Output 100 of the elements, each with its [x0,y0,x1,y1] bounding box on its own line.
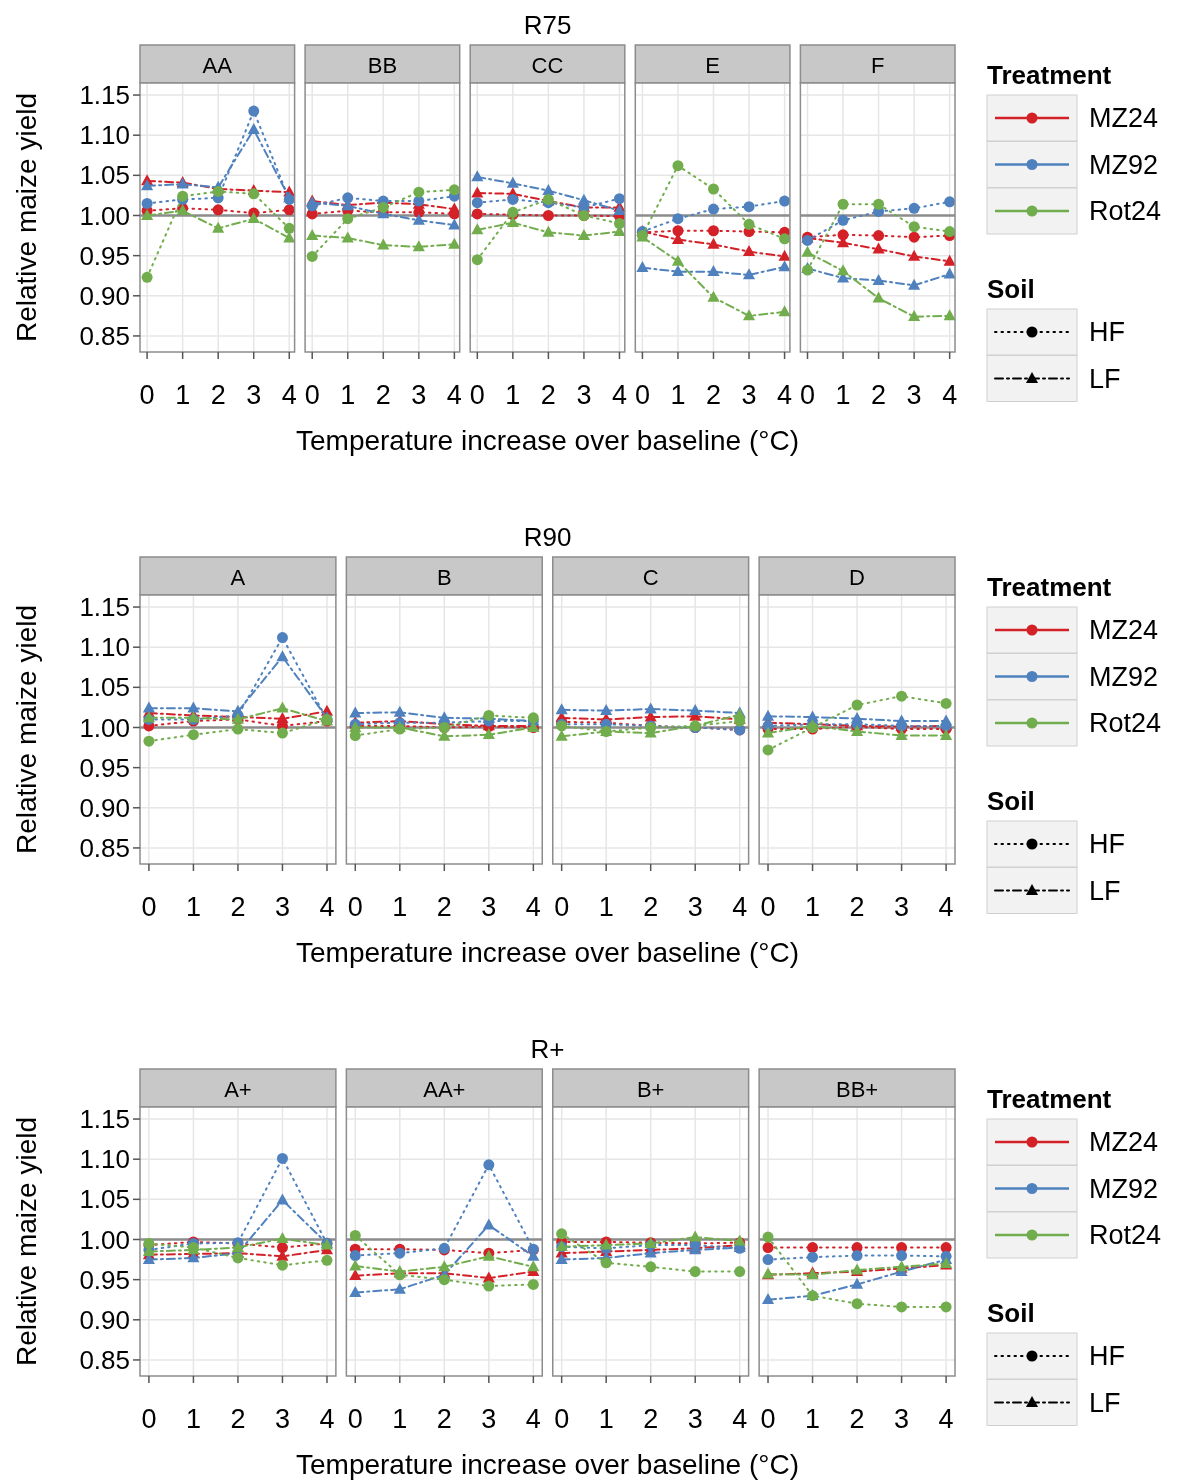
soil-legend: Soil HF LF [986,1298,1125,1426]
x-tick-label: 0 [347,892,363,922]
x-tick-label: 0 [347,1404,363,1434]
legend-label: Rot24 [1089,196,1162,227]
legend-label: MZ92 [1089,149,1159,180]
y-tick-label: 0.85 [79,321,130,352]
x-tick-label: 2 [436,1404,452,1434]
legend-label: MZ24 [1089,103,1159,134]
x-tick-label: 2 [705,380,721,410]
x-tick-label: 4 [611,380,627,410]
y-tick-label: 1.00 [79,712,130,743]
legend-title: Treatment [987,60,1112,90]
x-tick-label: 0 [304,380,320,410]
x-tick-label: 2 [849,892,865,922]
y-tick-label: 1.15 [79,80,130,111]
chart-title: E [705,53,720,78]
x-tick-label: 4 [777,380,793,410]
chart-title: CC [531,53,564,78]
x-tick-label: 3 [894,892,910,922]
x-tick-label: 0 [141,892,157,922]
x-tick-label: 3 [741,380,757,410]
chart-title: D [849,565,866,590]
legend-label: Rot24 [1089,1220,1162,1251]
x-tick-label: 3 [274,892,290,922]
chart-title: B [436,565,452,590]
x-tick-label: 2 [230,1404,246,1434]
y-tick-label: 1.05 [79,672,130,703]
x-tick-label: 1 [835,380,851,410]
chart-title: A+ [224,1077,252,1102]
x-tick-label: 2 [871,380,887,410]
x-tick-label: 3 [687,1404,703,1434]
legend-title: Treatment [987,572,1112,602]
x-tick-label: 1 [805,892,821,922]
x-tick-label: 4 [938,1404,954,1434]
chart-title: BB+ [835,1077,879,1102]
x-axis-title: Temperature increase over baseline (°C) [296,1449,799,1480]
x-axis-title: Temperature increase over baseline (°C) [296,937,799,968]
y-axis-title: Relative maize yield [11,1117,42,1366]
x-tick-label: 1 [598,1404,614,1434]
soil-legend: Soil HF LF [986,274,1125,402]
x-tick-label: 1 [505,380,521,410]
x-tick-label: 3 [246,380,262,410]
x-tick-label: 3 [576,380,592,410]
x-tick-label: 3 [481,1404,497,1434]
x-tick-label: 0 [760,1404,776,1434]
y-tick-label: 1.05 [79,1184,130,1215]
x-tick-label: 3 [274,1404,290,1434]
x-tick-label: 2 [643,892,659,922]
x-tick-label: 4 [319,892,335,922]
x-tick-label: 4 [281,380,297,410]
y-axis-title: Relative maize yield [11,93,42,342]
x-tick-label: 2 [849,1404,865,1434]
x-tick-label: 1 [185,892,201,922]
x-tick-label: 3 [481,892,497,922]
x-tick-label: 0 [139,380,155,410]
x-tick-label: 1 [185,1404,201,1434]
y-tick-label: 0.95 [79,1264,130,1295]
x-tick-label: 4 [732,892,748,922]
legend-label: Rot24 [1089,708,1162,739]
y-tick-label: 0.85 [79,833,130,864]
y-tick-label: 1.10 [79,1144,130,1175]
x-tick-label: 4 [942,380,958,410]
x-tick-label: 1 [340,380,356,410]
x-tick-label: 3 [411,380,427,410]
y-tick-label: 0.85 [79,1345,130,1376]
x-tick-label: 1 [392,892,408,922]
x-tick-label: 4 [525,1404,541,1434]
y-tick-label: 1.00 [79,1224,130,1255]
x-tick-label: 3 [906,380,922,410]
x-tick-label: 0 [634,380,650,410]
y-tick-label: 0.90 [79,792,130,823]
x-tick-label: 1 [805,1404,821,1434]
y-tick-label: 0.95 [79,240,130,271]
chart-title: AA+ [423,1077,466,1102]
legend-label: MZ24 [1089,1127,1159,1158]
legend-label: MZ92 [1089,661,1159,692]
x-tick-label: 3 [894,1404,910,1434]
x-tick-label: 2 [210,380,226,410]
x-tick-label: 0 [799,380,816,410]
x-tick-label: 0 [554,1404,570,1434]
y-tick-label: 1.10 [79,120,130,151]
text: R90 [523,522,572,552]
x-tick-label: 2 [230,892,246,922]
x-tick-label: 3 [687,892,703,922]
chart-title: B+ [636,1077,665,1102]
chart-title: A [230,565,246,590]
text: R75 [523,10,572,40]
legend-title: Treatment [987,1084,1112,1114]
x-tick-label: 1 [175,380,191,410]
x-tick-label: 4 [525,892,541,922]
soil-legend: Soil HF LF [986,786,1125,914]
chart-title: BB [367,53,398,78]
x-axis-title: Temperature increase over baseline (°C) [296,425,799,456]
y-tick-label: 1.00 [79,200,130,231]
y-tick-label: 1.10 [79,632,130,663]
x-tick-label: 2 [540,380,556,410]
x-tick-label: 4 [938,892,954,922]
legend-label: MZ92 [1089,1173,1159,1204]
x-tick-label: 1 [392,1404,408,1434]
x-tick-label: 2 [643,1404,659,1434]
